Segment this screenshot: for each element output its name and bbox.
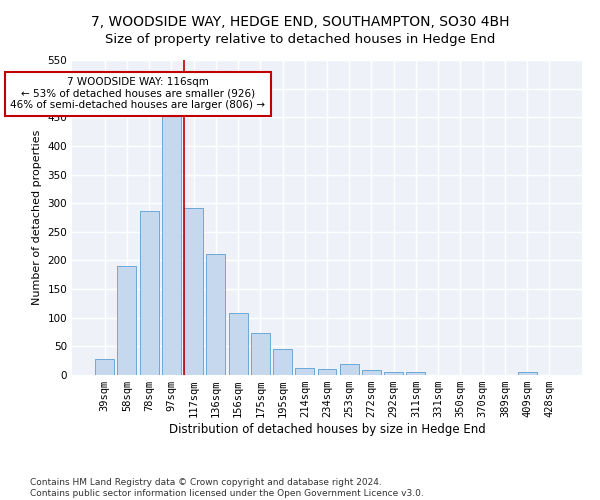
X-axis label: Distribution of detached houses by size in Hedge End: Distribution of detached houses by size … <box>169 423 485 436</box>
Bar <box>140 211 158 375</box>
Y-axis label: Number of detached properties: Number of detached properties <box>32 130 42 305</box>
Bar <box>273 348 292 375</box>
Bar <box>162 112 181 375</box>
Bar <box>362 370 381 375</box>
Bar <box>251 333 270 375</box>
Bar <box>518 372 536 375</box>
Bar <box>206 254 225 375</box>
Bar <box>295 368 314 375</box>
Bar <box>317 370 337 375</box>
Bar <box>95 359 114 375</box>
Text: Size of property relative to detached houses in Hedge End: Size of property relative to detached ho… <box>105 32 495 46</box>
Text: Contains HM Land Registry data © Crown copyright and database right 2024.
Contai: Contains HM Land Registry data © Crown c… <box>30 478 424 498</box>
Bar <box>340 364 359 375</box>
Bar <box>118 266 136 375</box>
Bar <box>184 208 203 375</box>
Text: 7 WOODSIDE WAY: 116sqm
← 53% of detached houses are smaller (926)
46% of semi-de: 7 WOODSIDE WAY: 116sqm ← 53% of detached… <box>10 77 265 110</box>
Bar <box>384 372 403 375</box>
Text: 7, WOODSIDE WAY, HEDGE END, SOUTHAMPTON, SO30 4BH: 7, WOODSIDE WAY, HEDGE END, SOUTHAMPTON,… <box>91 15 509 29</box>
Bar <box>406 372 425 375</box>
Bar <box>229 312 248 375</box>
